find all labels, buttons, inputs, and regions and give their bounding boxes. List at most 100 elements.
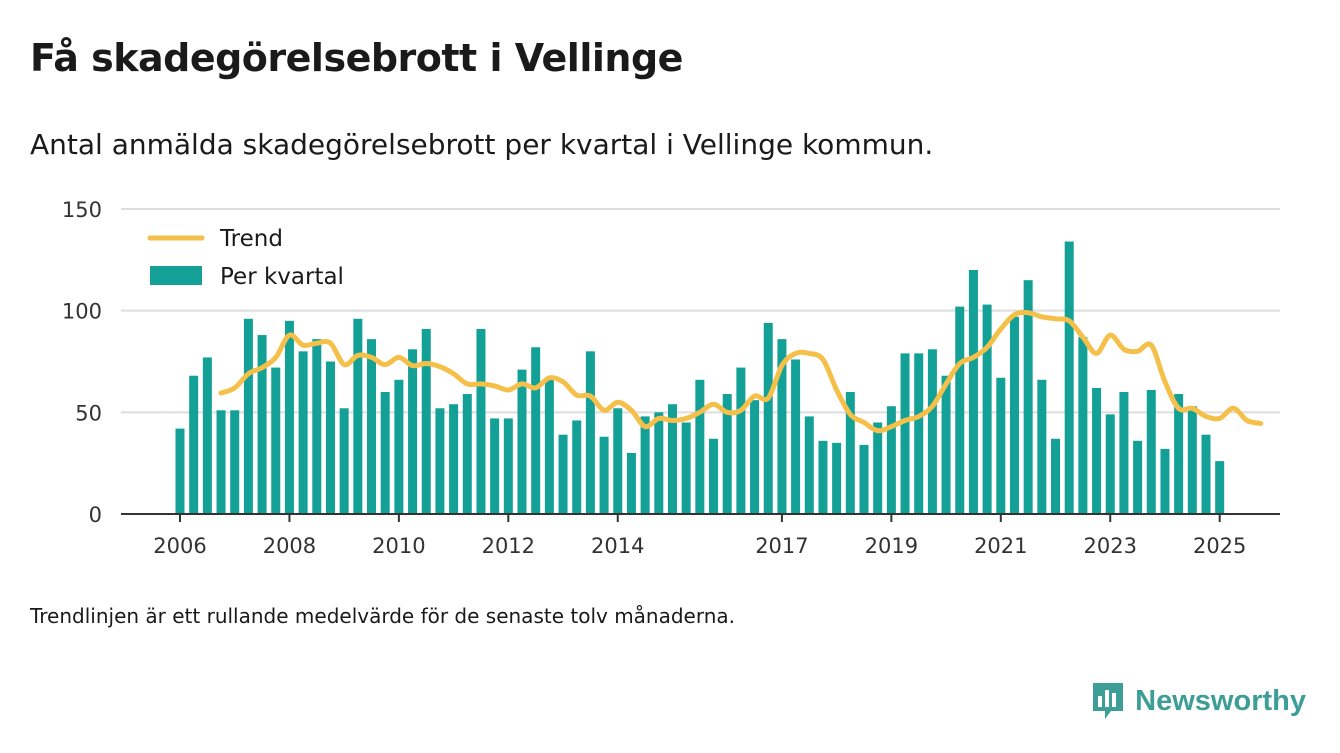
bar bbox=[449, 404, 459, 514]
bar bbox=[271, 367, 281, 514]
bar bbox=[750, 400, 760, 514]
x-tick-label: 2017 bbox=[755, 534, 808, 558]
bar bbox=[175, 428, 185, 514]
legend-bar-swatch bbox=[150, 266, 202, 285]
bar bbox=[1201, 434, 1211, 514]
bar bbox=[1187, 406, 1197, 514]
bar bbox=[1133, 440, 1143, 514]
brand-name: Newsworthy bbox=[1135, 684, 1306, 717]
bar bbox=[1105, 414, 1115, 514]
bar bbox=[394, 379, 404, 514]
bar bbox=[613, 408, 623, 514]
legend: Trend Per kvartal bbox=[147, 226, 344, 290]
bar bbox=[818, 440, 828, 514]
bar bbox=[1009, 316, 1019, 514]
bar bbox=[572, 420, 582, 514]
bar bbox=[859, 444, 869, 514]
x-tick-label: 2021 bbox=[974, 534, 1027, 558]
trend-line bbox=[218, 309, 1264, 434]
bar bbox=[640, 416, 650, 514]
bar bbox=[284, 320, 294, 514]
bar bbox=[1174, 394, 1184, 514]
bar bbox=[667, 404, 677, 514]
bar bbox=[709, 438, 719, 514]
bar bbox=[900, 353, 910, 514]
bar bbox=[531, 347, 541, 514]
bar bbox=[243, 318, 253, 514]
x-tick-label: 2014 bbox=[591, 534, 644, 558]
chart-subtitle: Antal anmälda skadegörelsebrott per kvar… bbox=[30, 128, 934, 161]
x-tick-label: 2010 bbox=[372, 534, 425, 558]
bar bbox=[1051, 438, 1061, 514]
bar bbox=[462, 394, 472, 514]
bar bbox=[722, 394, 732, 514]
bar bbox=[544, 379, 554, 514]
bar bbox=[216, 410, 226, 514]
bar bbox=[736, 367, 746, 514]
bar bbox=[353, 318, 363, 514]
newsworthy-bar-chart-icon bbox=[1093, 683, 1124, 719]
bar bbox=[380, 392, 390, 514]
bar bbox=[941, 375, 951, 514]
chart-title: Få skadegörelsebrott i Vellinge bbox=[30, 36, 683, 80]
bars bbox=[175, 241, 1225, 515]
bar bbox=[845, 392, 855, 514]
footnote: Trendlinjen är ett rullande medelvärde f… bbox=[30, 604, 736, 628]
legend-bar-label: Per kvartal bbox=[220, 264, 344, 290]
bar bbox=[1078, 337, 1088, 514]
bar bbox=[763, 322, 773, 514]
bar bbox=[654, 412, 664, 514]
bar bbox=[886, 406, 896, 514]
bar bbox=[599, 436, 609, 514]
bar bbox=[339, 408, 349, 514]
bar bbox=[681, 422, 691, 514]
bar bbox=[503, 418, 513, 514]
bar bbox=[804, 416, 814, 514]
y-tick-label: 0 bbox=[89, 503, 102, 527]
x-ticks: 2006 2008 2010 2012 2014 2017 2019 2021 2023 2025 bbox=[153, 514, 1246, 558]
bar bbox=[626, 453, 636, 514]
x-tick-label: 2025 bbox=[1193, 534, 1246, 558]
bar bbox=[1119, 392, 1129, 514]
brand-logo[interactable]: Newsworthy bbox=[1091, 681, 1306, 721]
x-tick-label: 2006 bbox=[153, 534, 206, 558]
bar bbox=[1023, 280, 1033, 514]
bar bbox=[490, 418, 500, 514]
x-tick-label: 2023 bbox=[1084, 534, 1137, 558]
bar bbox=[791, 359, 801, 514]
bar bbox=[202, 357, 212, 514]
bar bbox=[325, 361, 335, 514]
x-tick-label: 2019 bbox=[865, 534, 918, 558]
x-tick-label: 2008 bbox=[263, 534, 316, 558]
bar bbox=[298, 351, 308, 514]
bar bbox=[312, 339, 322, 514]
bar bbox=[1160, 448, 1170, 514]
y-tick-label: 150 bbox=[62, 198, 102, 222]
bar bbox=[914, 353, 924, 514]
legend-trend-label: Trend bbox=[219, 226, 283, 252]
bar bbox=[968, 270, 978, 514]
bar bbox=[585, 351, 595, 514]
bar bbox=[476, 328, 486, 514]
bar bbox=[1064, 241, 1074, 515]
bar bbox=[367, 339, 377, 514]
bar bbox=[230, 410, 240, 514]
bar bbox=[955, 306, 965, 514]
y-tick-label: 50 bbox=[75, 401, 102, 425]
bar bbox=[189, 375, 199, 514]
y-tick-label: 100 bbox=[62, 300, 102, 324]
bar bbox=[996, 377, 1006, 514]
bar bbox=[1146, 389, 1156, 514]
bar bbox=[1215, 461, 1225, 514]
x-tick-label: 2012 bbox=[482, 534, 535, 558]
bar bbox=[695, 379, 705, 514]
bar bbox=[517, 369, 527, 514]
bar bbox=[1092, 387, 1102, 514]
bar bbox=[257, 335, 267, 514]
bar bbox=[1037, 379, 1047, 514]
bar bbox=[777, 339, 787, 514]
bar bbox=[982, 304, 992, 514]
bar bbox=[832, 442, 842, 514]
bar bbox=[408, 349, 418, 514]
